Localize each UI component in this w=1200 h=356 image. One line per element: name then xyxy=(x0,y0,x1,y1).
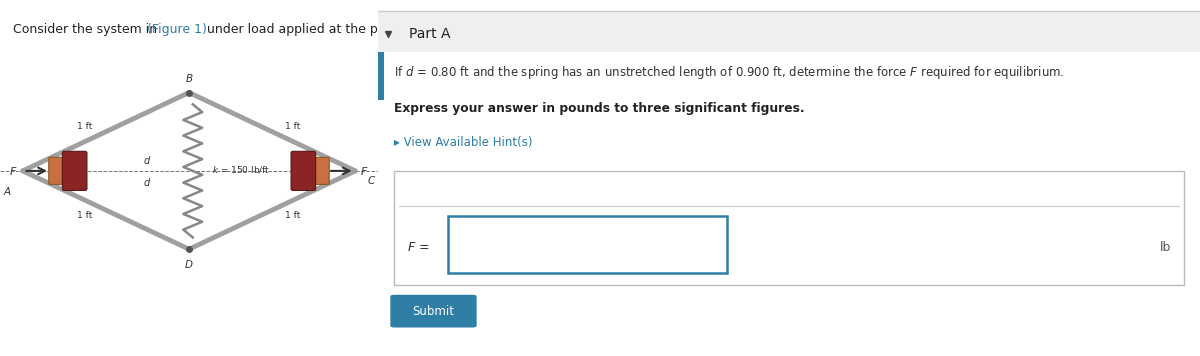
Text: 1 ft: 1 ft xyxy=(77,122,92,131)
FancyBboxPatch shape xyxy=(313,157,329,184)
FancyBboxPatch shape xyxy=(395,171,1183,285)
Text: $A$: $A$ xyxy=(4,185,12,197)
Text: $d$: $d$ xyxy=(143,154,151,166)
Text: Consider the system in: Consider the system in xyxy=(13,23,161,36)
Text: $B$: $B$ xyxy=(185,72,193,84)
Text: $F$: $F$ xyxy=(10,165,18,177)
FancyBboxPatch shape xyxy=(378,52,384,100)
Text: 1 ft: 1 ft xyxy=(286,122,301,131)
Text: Submit: Submit xyxy=(413,305,455,318)
Text: Express your answer in pounds to three significant figures.: Express your answer in pounds to three s… xyxy=(395,102,805,115)
Text: $d$: $d$ xyxy=(143,176,151,188)
FancyBboxPatch shape xyxy=(378,11,1200,52)
Text: Part A: Part A xyxy=(409,27,451,41)
Text: under load applied at the pads.: under load applied at the pads. xyxy=(203,23,404,36)
Text: ▸ View Available Hint(s): ▸ View Available Hint(s) xyxy=(395,136,533,149)
Text: $F$: $F$ xyxy=(360,165,368,177)
Text: 1 ft: 1 ft xyxy=(286,211,301,220)
FancyBboxPatch shape xyxy=(390,295,476,328)
Text: $F$ =: $F$ = xyxy=(407,241,430,254)
Text: $D$: $D$ xyxy=(185,258,193,270)
FancyBboxPatch shape xyxy=(292,151,316,190)
Text: $k$ = 150 lb/ft: $k$ = 150 lb/ft xyxy=(211,164,270,174)
FancyBboxPatch shape xyxy=(62,151,86,190)
FancyBboxPatch shape xyxy=(49,157,65,184)
Text: If $d$ = 0.80 ft and the spring has an unstretched length of 0.900 ft, determine: If $d$ = 0.80 ft and the spring has an u… xyxy=(395,64,1064,82)
Text: lb: lb xyxy=(1160,241,1171,254)
Text: $C$: $C$ xyxy=(367,174,376,187)
Text: (Figure 1): (Figure 1) xyxy=(148,23,208,36)
Text: 1 ft: 1 ft xyxy=(77,211,92,220)
FancyBboxPatch shape xyxy=(448,216,727,273)
